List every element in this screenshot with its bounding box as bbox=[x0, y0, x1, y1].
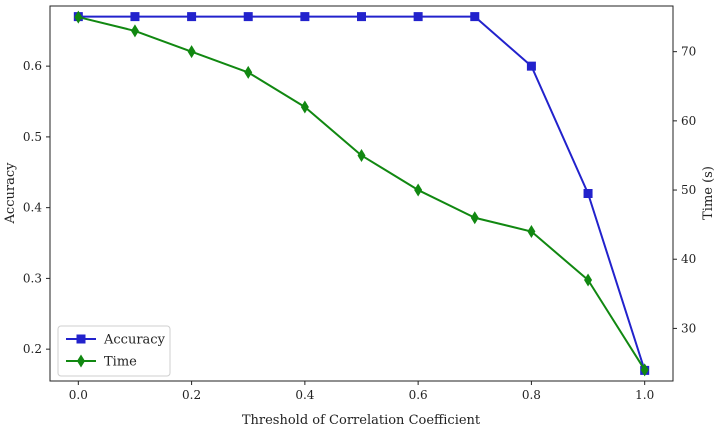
accuracy-point-9 bbox=[583, 189, 593, 198]
y-tick-label-0-3: 0.3 bbox=[23, 271, 42, 285]
plot-frame bbox=[49, 5, 674, 382]
left-axis-ticks: 0.2 0.3 0.4 0.5 0.6 bbox=[23, 59, 50, 356]
y2-tick-label-30: 30 bbox=[681, 321, 696, 335]
right-axis-ticks: 30 40 50 60 70 bbox=[673, 45, 696, 335]
time-series-line bbox=[78, 16, 646, 371]
legend-time-marker bbox=[77, 354, 85, 368]
x-tick-label-0-2: 0.2 bbox=[182, 388, 201, 402]
time-point-3 bbox=[244, 65, 253, 79]
time-point-2 bbox=[187, 45, 196, 59]
time-point-8 bbox=[527, 225, 536, 239]
legend-accuracy-label: Accuracy bbox=[103, 333, 166, 348]
y-axis-title: Accuracy bbox=[3, 162, 18, 225]
accuracy-point-8 bbox=[526, 61, 536, 71]
time-point-1 bbox=[130, 24, 139, 38]
x-tick-label-0-6: 0.6 bbox=[409, 388, 428, 402]
legend: Accuracy Time bbox=[57, 325, 171, 377]
y2-tick-label-70: 70 bbox=[681, 45, 696, 59]
time-point-7 bbox=[470, 211, 479, 225]
x-tick-label-0-0: 0.0 bbox=[69, 388, 88, 402]
x-tick-label-1-0: 1.0 bbox=[635, 388, 654, 402]
time-point-4 bbox=[300, 100, 309, 114]
time-point-5 bbox=[357, 148, 366, 162]
accuracy-point-4 bbox=[300, 12, 310, 22]
accuracy-point-6 bbox=[413, 12, 423, 22]
time-point-10 bbox=[640, 363, 649, 377]
accuracy-point-5 bbox=[357, 12, 366, 22]
y2-tick-label-50: 50 bbox=[681, 183, 696, 197]
accuracy-series-line bbox=[78, 15, 646, 371]
series-layer bbox=[73, 10, 650, 377]
accuracy-point-3 bbox=[243, 12, 253, 22]
time-point-9 bbox=[584, 273, 593, 287]
x-tick-label-0-4: 0.4 bbox=[295, 388, 314, 402]
legend-accuracy-marker bbox=[76, 334, 86, 344]
time-point-0 bbox=[74, 10, 83, 24]
x-tick-label-0-8: 0.8 bbox=[522, 388, 541, 402]
y-tick-label-0-5: 0.5 bbox=[23, 130, 42, 144]
y2-tick-label-60: 60 bbox=[681, 114, 696, 128]
x-axis-ticks: 0.0 0.2 0.4 0.6 0.8 1.0 bbox=[69, 381, 654, 402]
accuracy-point-1 bbox=[130, 12, 140, 22]
y2-tick-label-40: 40 bbox=[681, 252, 696, 266]
y2-axis-title: Time (s) bbox=[701, 166, 716, 220]
legend-time-label: Time bbox=[104, 355, 137, 370]
time-point-6 bbox=[414, 183, 423, 197]
y-tick-label-0-2: 0.2 bbox=[23, 342, 42, 356]
y-tick-label-0-6: 0.6 bbox=[23, 59, 42, 73]
y-tick-label-0-4: 0.4 bbox=[23, 201, 42, 215]
accuracy-point-2 bbox=[187, 12, 197, 22]
accuracy-point-7 bbox=[470, 12, 480, 22]
x-axis-title: Threshold of Correlation Coefficient bbox=[242, 413, 481, 428]
